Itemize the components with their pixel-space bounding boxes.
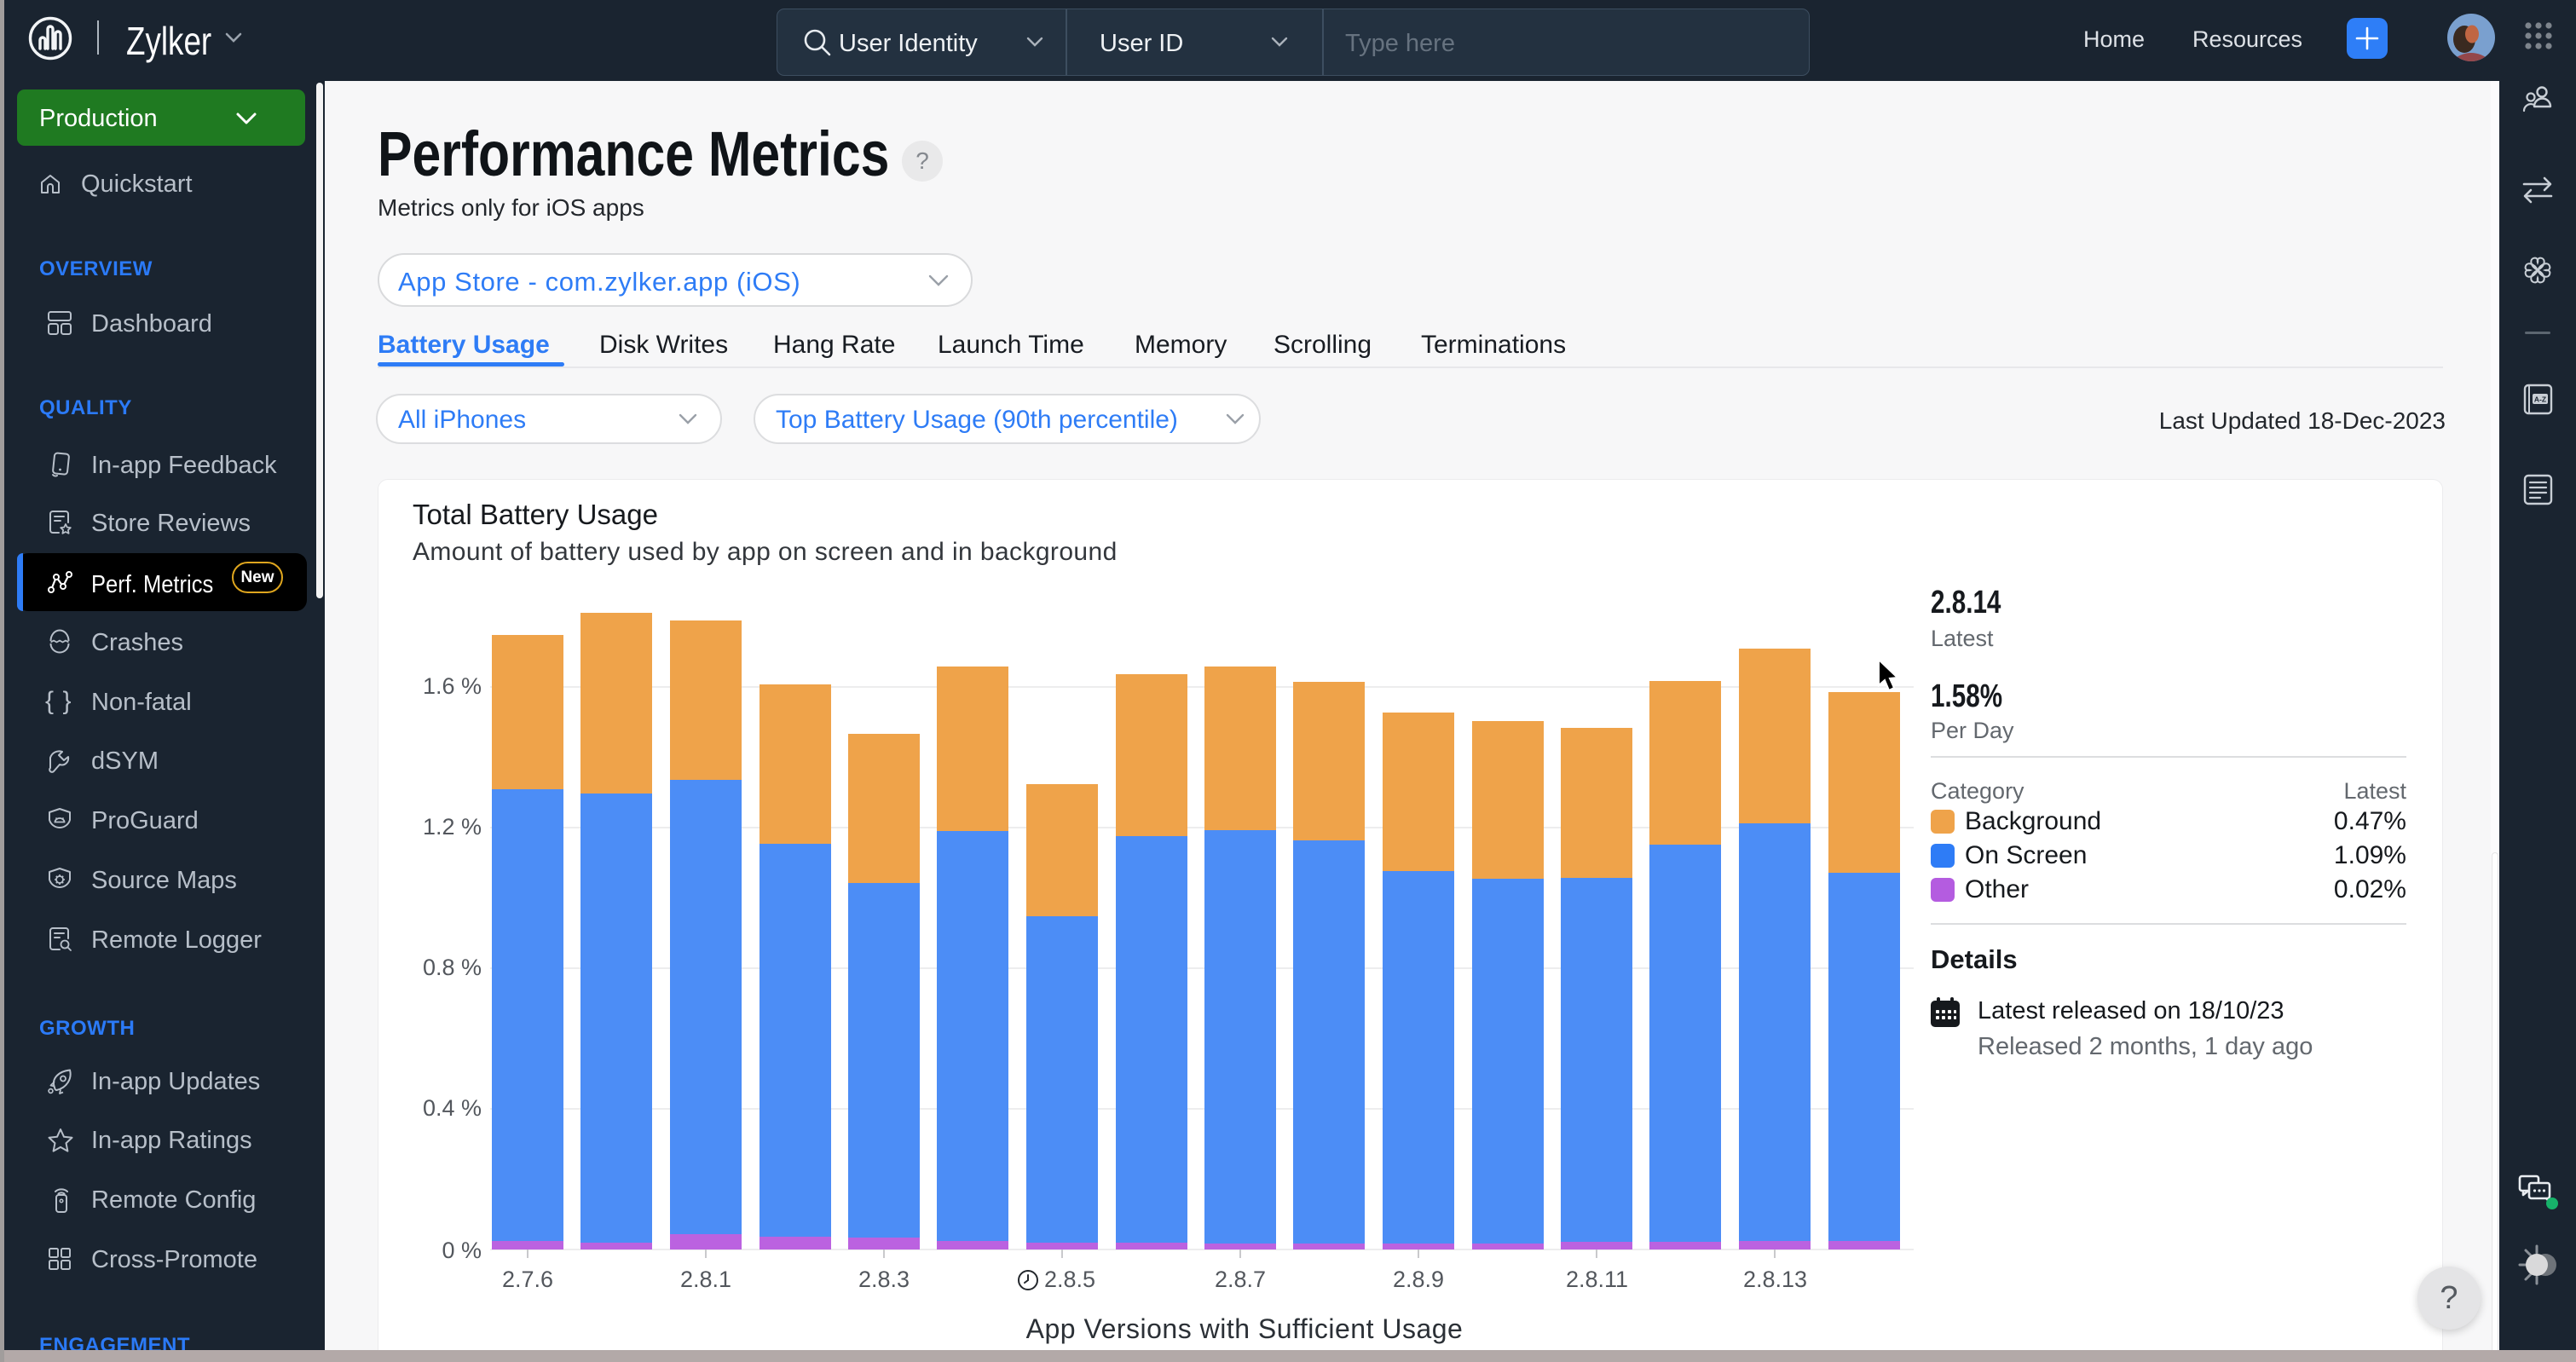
- svg-text:A-Z: A-Z: [2534, 395, 2546, 404]
